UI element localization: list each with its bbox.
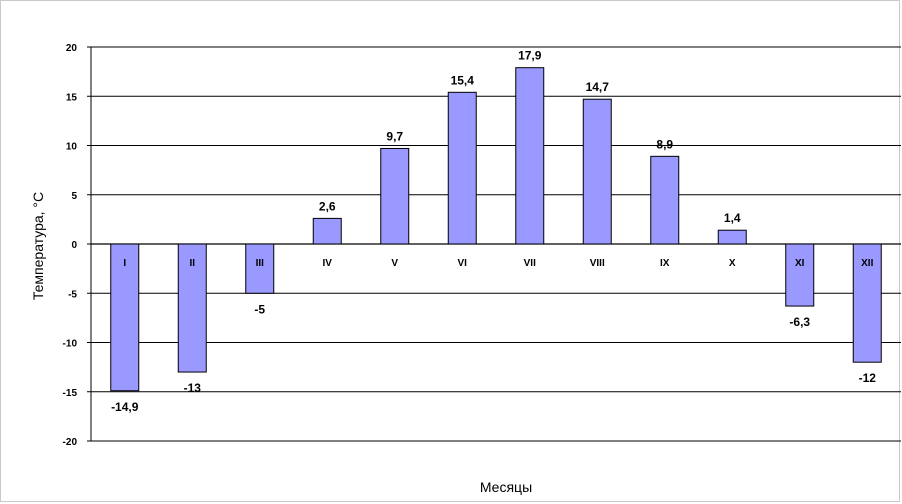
- data-label: 8,9: [656, 137, 673, 151]
- data-label: 9,7: [386, 129, 403, 143]
- y-tick-label: -5: [68, 289, 77, 300]
- category-label: VI: [458, 258, 468, 269]
- bar-III: [245, 243, 275, 294]
- data-label: 15,4: [451, 73, 475, 87]
- category-label: III: [256, 258, 265, 269]
- category-label: IX: [660, 258, 670, 269]
- category-label: XI: [795, 258, 805, 269]
- y-tick-label: -15: [63, 388, 78, 399]
- category-label: I: [123, 258, 126, 269]
- gridlines: [90, 46, 901, 442]
- data-label: -14,9: [111, 400, 139, 414]
- category-label: VII: [524, 258, 536, 269]
- y-axis-ticks: 20 15 10 5 0 -5 -10 -15 -20: [63, 43, 91, 448]
- category-label: IV: [323, 258, 333, 269]
- data-label: 2,6: [319, 199, 336, 213]
- y-tick-label: 0: [71, 240, 77, 251]
- y-tick-label: 5: [71, 191, 77, 202]
- category-labels: I II III IV V VI VII VIII IX X XI XII: [123, 258, 873, 269]
- bar-XI: [785, 243, 815, 307]
- data-label: 17,9: [518, 49, 542, 63]
- data-label: -5: [254, 302, 265, 316]
- y-tick-label: -20: [63, 437, 78, 448]
- data-labels: -14,9 -13 -5 2,6 9,7 15,4 17,9 14,7 8,9 1,4 -6,3 -1…: [111, 49, 876, 414]
- bar-VI: [447, 91, 477, 245]
- x-axis-title: Месяцы: [480, 479, 532, 495]
- y-tick-label: 10: [66, 142, 78, 153]
- data-label: 1,4: [724, 211, 741, 225]
- category-label: II: [189, 258, 195, 269]
- data-label: -12: [859, 371, 877, 385]
- bar-IV: [312, 217, 342, 245]
- data-label: -13: [184, 381, 202, 395]
- y-tick-label: 15: [66, 92, 78, 103]
- bars: [110, 67, 882, 392]
- data-label: 14,7: [586, 80, 610, 94]
- bar-X: [717, 229, 747, 245]
- bar-II: [177, 243, 207, 373]
- bar-XII: [852, 243, 882, 363]
- category-label: X: [729, 258, 736, 269]
- category-label: VIII: [590, 258, 605, 269]
- y-tick-label: 20: [66, 43, 78, 54]
- category-label: V: [391, 258, 398, 269]
- bar-VIII: [582, 98, 612, 245]
- y-axis-title: Температура, °С: [30, 192, 46, 300]
- data-label: -6,3: [789, 315, 810, 329]
- y-tick-label: -10: [63, 339, 78, 350]
- bar-V: [380, 147, 410, 245]
- bar-IX: [650, 155, 680, 245]
- bar-VII: [515, 67, 545, 245]
- category-label: XII: [861, 258, 873, 269]
- bar-I: [110, 243, 140, 392]
